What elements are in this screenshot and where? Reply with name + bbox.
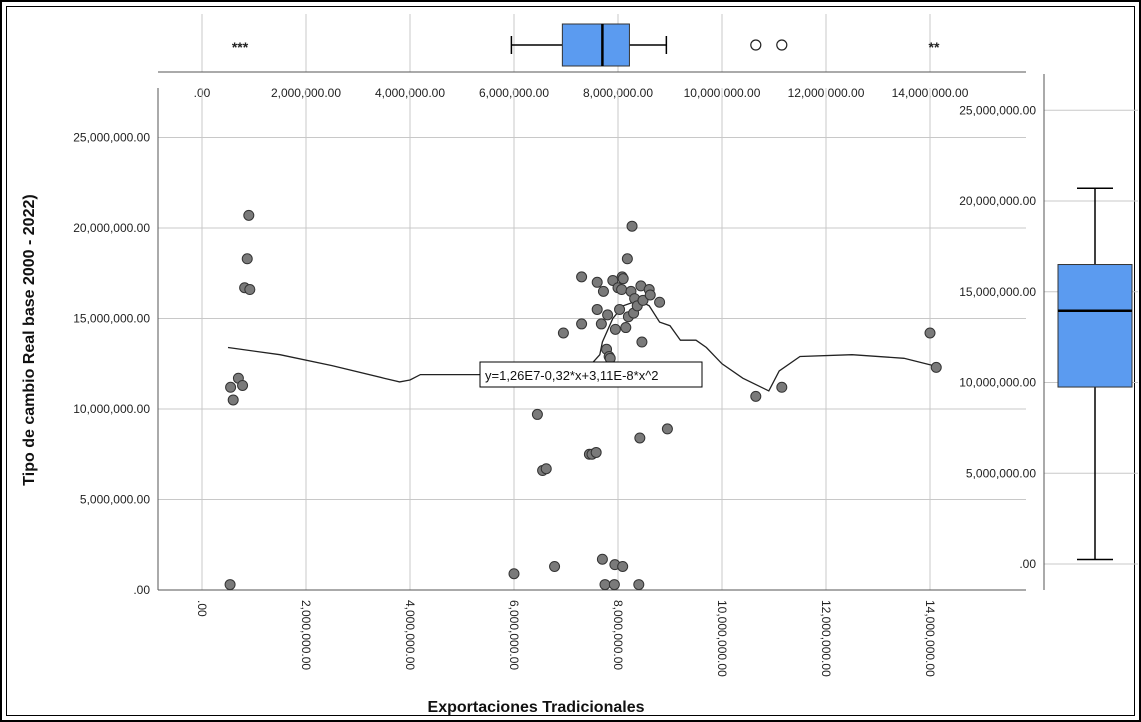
data-point <box>591 303 603 315</box>
data-point <box>599 579 611 591</box>
y-tick-label-left: 25,000,000.00 <box>73 131 150 145</box>
data-point <box>637 294 649 306</box>
y-tick-label-right: 10,000,000.00 <box>959 376 1036 390</box>
data-point <box>576 318 588 330</box>
main-axes <box>157 88 1026 591</box>
data-point <box>508 568 520 580</box>
data-point <box>620 322 632 334</box>
data-point <box>616 284 628 296</box>
points-layer <box>224 209 942 591</box>
y-tick-label-left: 20,000,000.00 <box>73 221 150 235</box>
y-tick-label-right: 5,000,000.00 <box>966 466 1036 480</box>
top-outlier-stars-left: *** <box>232 39 249 55</box>
y-tick-label-left: 15,000,000.00 <box>73 312 150 326</box>
data-point <box>930 361 942 373</box>
data-point <box>531 408 543 420</box>
y-tick-label-left: 10,000,000.00 <box>73 402 150 416</box>
right-boxplot-panel: .00 5,000,000.00 10,000,000.00 15,000,000.0… <box>959 73 1138 590</box>
x-tick-label-bottom: 4,000,000.00 <box>403 600 417 670</box>
data-point <box>227 394 239 406</box>
data-point <box>644 289 656 301</box>
data-point <box>602 309 614 321</box>
y-tick-label-right: .00 <box>1019 557 1036 571</box>
data-point <box>591 276 603 288</box>
top-outlier-circle <box>776 39 788 51</box>
data-point <box>596 553 608 565</box>
data-point <box>654 296 666 308</box>
y-tick-label-right: 20,000,000.00 <box>959 194 1036 208</box>
data-point <box>626 220 638 232</box>
data-point <box>576 271 588 283</box>
data-point <box>617 560 629 572</box>
data-point <box>614 303 626 315</box>
x-tick-label-bottom: 8,000,000.00 <box>611 600 625 670</box>
fit-equation-box: y=1,26E7-0,32*x+3,11E-8*x^2 <box>479 361 703 388</box>
top-boxplot-panel: .00 2,000,000.00 4,000,000.00 6,000,000.00 8… <box>158 14 1026 100</box>
data-point <box>634 432 646 444</box>
data-point <box>617 273 629 285</box>
x-tick-label-bottom: 10,000,000.00 <box>715 600 729 677</box>
y-tick-label-right: 25,000,000.00 <box>959 103 1036 117</box>
top-box <box>561 23 630 67</box>
x-tick-label-bottom: .00 <box>195 600 209 617</box>
x-tick-label-bottom: 6,000,000.00 <box>507 600 521 670</box>
data-point <box>590 446 602 458</box>
data-point <box>224 579 236 591</box>
top-outlier-stars-right: ** <box>929 39 940 55</box>
inner-frame <box>6 6 1135 716</box>
data-point <box>636 336 648 348</box>
data-point <box>549 560 561 572</box>
data-point <box>237 379 249 391</box>
labels-layer: .00 2,000,000.00 4,000,000.00 6,000,000.00 8… <box>73 131 937 678</box>
data-point <box>661 423 673 435</box>
main-grid <box>158 88 1026 591</box>
y-tick-label-left: 5,000,000.00 <box>80 493 150 507</box>
data-point <box>750 390 762 402</box>
y-tick-label-right: 15,000,000.00 <box>959 285 1036 299</box>
data-point <box>244 284 256 296</box>
top-outlier-circle <box>750 39 762 51</box>
data-point <box>595 318 607 330</box>
right-box <box>1057 264 1133 388</box>
data-point <box>621 253 633 265</box>
data-point <box>633 579 645 591</box>
data-point <box>776 381 788 393</box>
data-point <box>557 327 569 339</box>
data-point <box>924 327 936 339</box>
data-point <box>597 285 609 297</box>
data-point <box>225 381 237 393</box>
y-axis-title: Tipo de cambio Real base 2000 - 2022) <box>21 194 38 485</box>
data-point <box>609 323 621 335</box>
x-axis-title: Exportaciones Tradicionales <box>428 699 645 716</box>
x-tick-label-bottom: 2,000,000.00 <box>299 600 313 670</box>
x-tick-label-bottom: 12,000,000.00 <box>819 600 833 677</box>
y-tick-label-left: .00 <box>133 583 150 597</box>
fit-equation-label: y=1,26E7-0,32*x+3,11E-8*x^2 <box>485 368 659 383</box>
data-point <box>540 463 552 475</box>
data-point <box>608 579 620 591</box>
data-point <box>241 253 253 265</box>
x-tick-label-bottom: 14,000,000.00 <box>923 600 937 677</box>
data-point <box>243 209 255 221</box>
